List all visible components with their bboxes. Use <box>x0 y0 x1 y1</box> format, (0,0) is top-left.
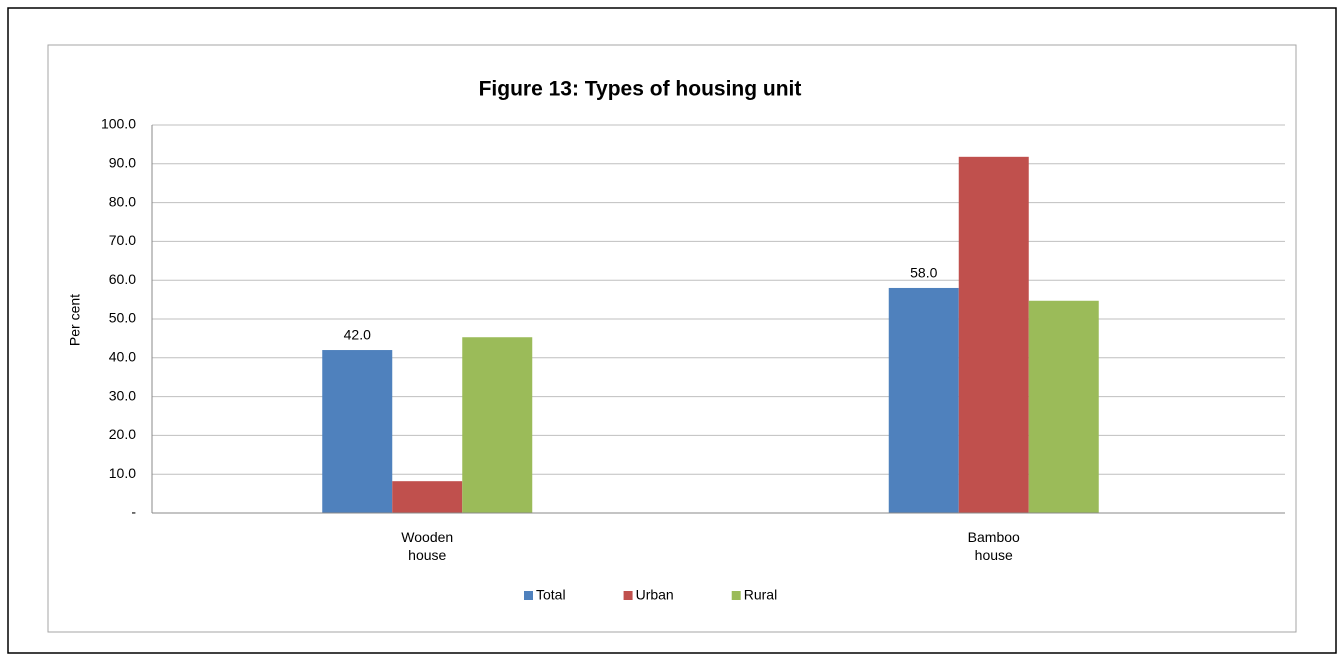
y-tick-label: 10.0 <box>109 465 136 481</box>
y-tick-label: 60.0 <box>109 271 136 287</box>
y-tick-label: 100.0 <box>101 116 136 132</box>
y-tick-label: 80.0 <box>109 193 136 209</box>
chart-title: Figure 13: Types of housing unit <box>479 78 802 101</box>
y-axis-label: Per cent <box>67 294 83 346</box>
bar <box>322 350 393 513</box>
y-tick-label: 40.0 <box>109 349 136 365</box>
y-tick-label: 30.0 <box>109 387 136 403</box>
data-label: 42.0 <box>344 327 371 343</box>
y-tick-label: 90.0 <box>109 155 136 171</box>
legend-swatch <box>731 591 741 600</box>
y-tick-label: - <box>131 504 136 520</box>
bar <box>1028 300 1099 513</box>
legend-swatch <box>623 591 633 600</box>
legend-swatch <box>524 591 533 600</box>
bar <box>888 287 959 513</box>
bar <box>392 481 463 513</box>
chart-frame <box>47 44 1297 633</box>
data-label: 58.0 <box>910 265 937 281</box>
legend-label: Urban <box>636 587 674 603</box>
y-tick-label: 50.0 <box>109 310 136 326</box>
bar <box>462 337 533 513</box>
bar <box>958 156 1029 514</box>
y-tick-label: 20.0 <box>109 426 136 442</box>
y-tick-label: 70.0 <box>109 232 136 248</box>
legend-label: Rural <box>744 587 777 603</box>
x-tick-label: Bamboo house <box>968 529 1020 563</box>
x-tick-label: Wooden house <box>401 529 453 563</box>
legend-label: Total <box>536 587 566 603</box>
